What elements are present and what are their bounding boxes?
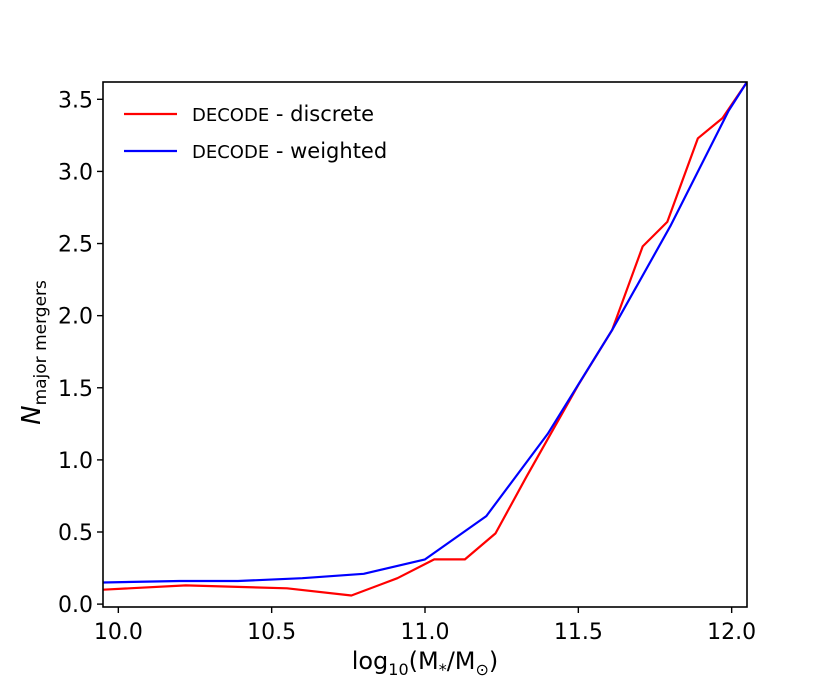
y-tick-label: 3.0 <box>58 160 93 185</box>
y-tick-label: 2.5 <box>58 233 93 258</box>
x-tick-label: 11.5 <box>554 620 603 645</box>
x-tick-label: 11.0 <box>401 620 450 645</box>
legend: DECODE - discrete DECODE - weighted <box>124 102 387 163</box>
series-line-weighted <box>103 82 747 584</box>
x-tick-label: 12.0 <box>707 620 756 645</box>
series-line-discrete <box>103 82 747 597</box>
legend-label-discrete: DECODE - discrete <box>192 102 374 126</box>
y-tick-label: 3.5 <box>58 88 93 113</box>
y-axis-ticks: 0.0 0.5 1.0 1.5 2.0 2.5 3.0 3.5 <box>58 88 103 618</box>
x-tick-label: 10.0 <box>94 620 143 645</box>
x-axis-ticks: 10.0 10.5 11.0 11.5 12.0 <box>94 607 756 645</box>
x-tick-label: 10.5 <box>247 620 296 645</box>
x-axis-label: log10(M*/M⊙) <box>352 647 499 679</box>
y-axis-label: Nmajor mergers <box>17 280 51 425</box>
y-tick-label: 1.0 <box>58 449 93 474</box>
legend-label-weighted: DECODE - weighted <box>192 139 387 163</box>
y-tick-label: 1.5 <box>58 377 93 402</box>
series-layer <box>103 82 747 597</box>
y-tick-label: 2.0 <box>58 305 93 330</box>
y-tick-label: 0.0 <box>58 593 93 618</box>
y-tick-label: 0.5 <box>58 521 93 546</box>
